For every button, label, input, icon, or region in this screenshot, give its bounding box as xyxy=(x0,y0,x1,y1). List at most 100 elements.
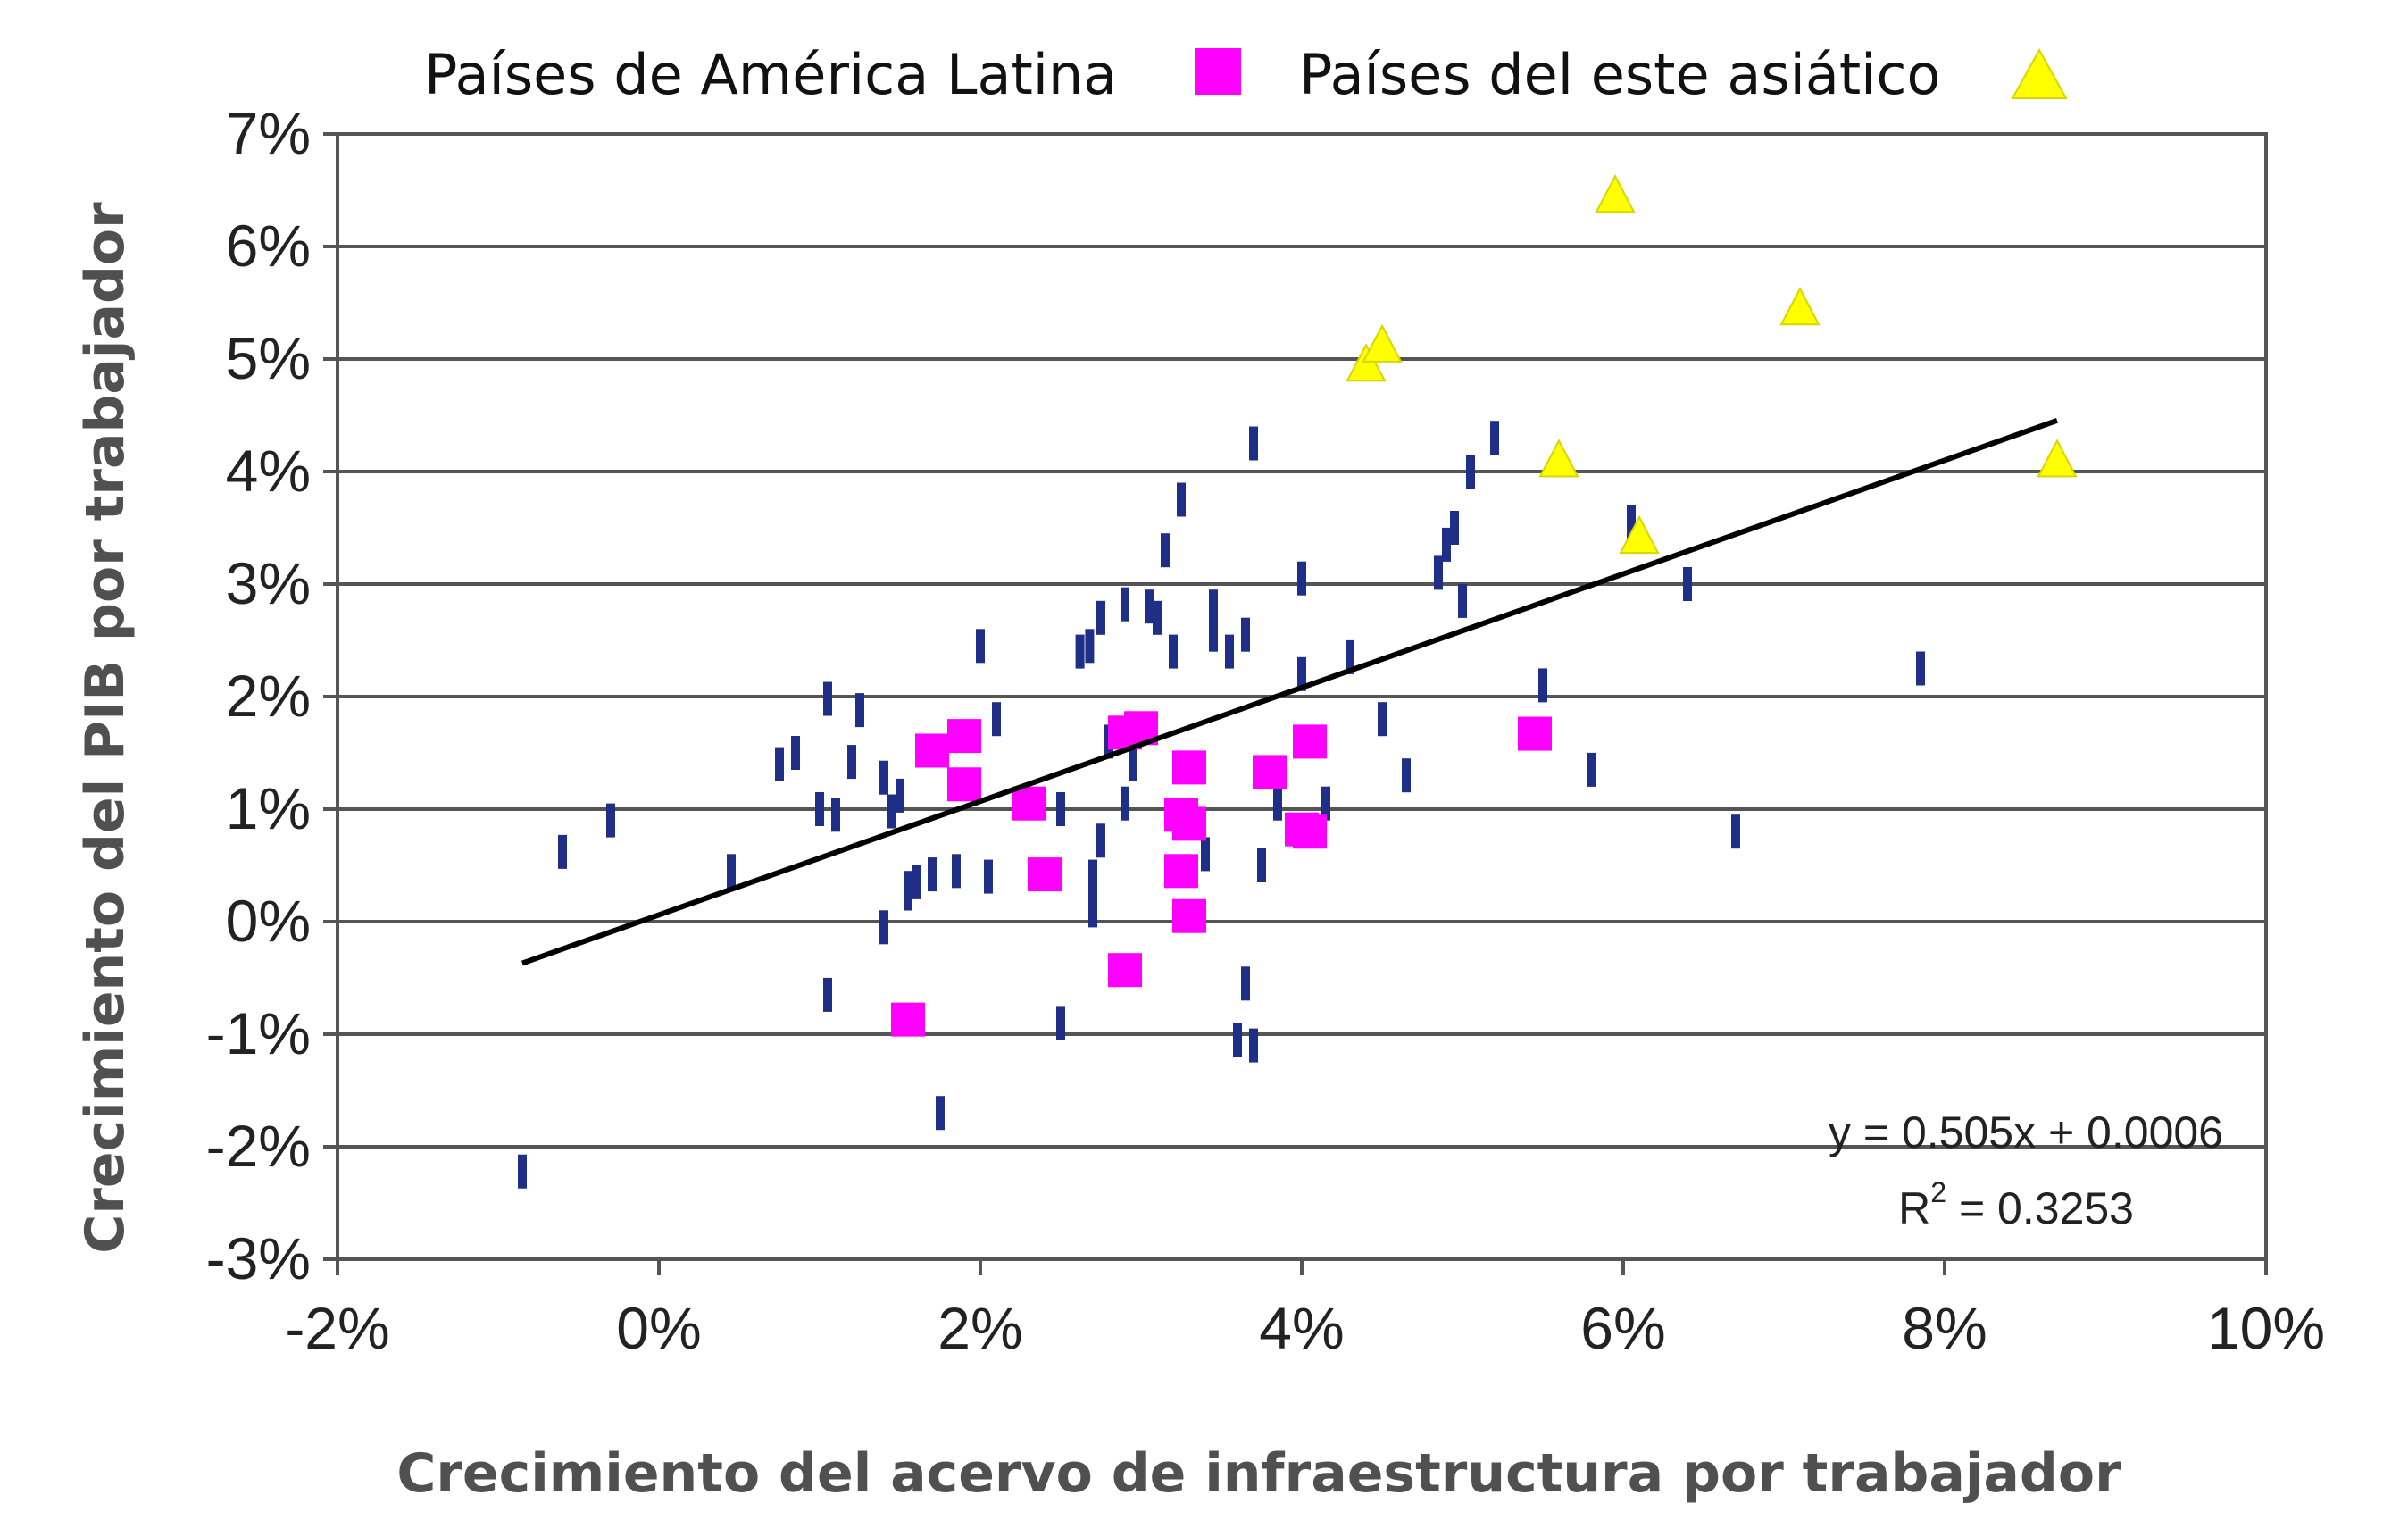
point-other-country xyxy=(1209,617,1218,652)
point-east-asia xyxy=(2037,439,2078,478)
y-tick-label: 2% xyxy=(226,663,311,729)
point-latin-america xyxy=(1012,786,1046,821)
y-tick-label: -3% xyxy=(206,1225,311,1291)
x-axis-title: Crecimiento del acervo de infraestructur… xyxy=(396,1442,2121,1505)
point-other-country xyxy=(1466,455,1475,489)
point-other-country xyxy=(1402,758,1411,793)
x-tick-label: 8% xyxy=(1902,1295,1987,1361)
x-tick-label: 2% xyxy=(937,1295,1022,1361)
point-other-country xyxy=(1056,792,1065,826)
point-east-asia xyxy=(1779,287,1821,326)
point-other-country xyxy=(1538,668,1547,703)
point-other-country xyxy=(912,865,921,899)
point-other-country xyxy=(896,778,904,813)
point-other-country xyxy=(1088,893,1097,928)
point-other-country xyxy=(1450,511,1459,545)
point-other-country xyxy=(518,1154,527,1189)
point-other-country xyxy=(879,910,888,945)
point-other-country xyxy=(879,760,888,795)
point-other-country xyxy=(1321,786,1330,821)
point-latin-america xyxy=(1518,716,1552,751)
y-tick-label: -1% xyxy=(206,1000,311,1066)
y-tick-label: 1% xyxy=(226,775,311,841)
point-other-country xyxy=(1297,656,1306,691)
point-other-country xyxy=(1209,589,1218,624)
point-latin-america xyxy=(891,1002,925,1037)
point-other-country xyxy=(1085,629,1095,664)
point-other-country xyxy=(1145,589,1154,624)
point-other-country xyxy=(823,681,832,716)
point-latin-america xyxy=(1164,854,1198,889)
point-other-country xyxy=(1378,702,1387,737)
point-other-country xyxy=(791,736,800,770)
point-other-country xyxy=(984,859,993,894)
point-other-country xyxy=(1249,426,1258,461)
y-axis-title: Crecimiento del PIB por trabajador xyxy=(74,202,137,1254)
y-tick-label: 6% xyxy=(226,213,311,279)
x-axis-ticks: -2% 0% 2% 4% 6% 8% 10% xyxy=(285,1259,2325,1361)
point-other-country xyxy=(1241,617,1250,652)
x-tick-label: 6% xyxy=(1580,1295,1665,1361)
grid-lines xyxy=(337,132,2266,1261)
point-other-country xyxy=(1297,561,1306,596)
point-east-asia xyxy=(1362,323,1403,363)
point-other-country xyxy=(887,794,896,829)
series-east-asia xyxy=(1346,174,2078,555)
point-latin-america xyxy=(1293,724,1327,759)
point-other-country xyxy=(1075,634,1085,669)
point-latin-america xyxy=(1172,806,1206,841)
x-tick-label: -2% xyxy=(285,1295,389,1361)
point-other-country xyxy=(1121,587,1129,622)
point-latin-america xyxy=(915,733,949,768)
point-latin-america xyxy=(1028,857,1062,892)
point-other-country xyxy=(815,792,824,826)
point-latin-america xyxy=(1172,898,1206,933)
x-tick-label: 4% xyxy=(1259,1295,1344,1361)
legend-label-east-asia: Países del este asiático xyxy=(1299,42,1940,107)
point-other-country xyxy=(1458,583,1467,618)
series-other-countries xyxy=(518,421,1925,1189)
point-other-country xyxy=(1683,567,1692,601)
point-other-country xyxy=(904,876,912,911)
point-other-country xyxy=(1096,823,1105,858)
point-other-country xyxy=(855,693,864,728)
point-other-country xyxy=(1233,1023,1242,1057)
point-other-country xyxy=(1442,527,1451,562)
point-other-country xyxy=(831,798,840,832)
point-other-country xyxy=(1241,966,1250,1001)
point-other-country xyxy=(936,1096,945,1131)
point-other-country xyxy=(606,803,615,838)
point-latin-america xyxy=(947,719,981,754)
x-tick-label: 10% xyxy=(2207,1295,2325,1361)
legend-swatch-east-asia xyxy=(2011,47,2068,99)
point-other-country xyxy=(1346,639,1354,674)
y-tick-label: 3% xyxy=(226,550,311,616)
point-other-country xyxy=(1177,482,1186,517)
point-other-country xyxy=(1627,505,1636,539)
point-other-country xyxy=(775,747,784,781)
point-other-country xyxy=(1056,1006,1065,1040)
point-east-asia xyxy=(1538,439,1579,478)
y-tick-label: 5% xyxy=(226,325,311,391)
x-tick-label: 0% xyxy=(616,1295,701,1361)
point-other-country xyxy=(1916,651,1925,686)
point-other-country xyxy=(727,854,736,889)
point-latin-america xyxy=(1108,953,1142,988)
point-latin-america xyxy=(1293,814,1327,849)
point-other-country xyxy=(847,745,856,780)
point-other-country xyxy=(952,854,961,889)
point-other-country xyxy=(1201,837,1210,872)
legend-swatch-latin-america xyxy=(1195,48,1241,95)
point-other-country xyxy=(1153,600,1162,635)
point-other-country xyxy=(1121,786,1129,821)
point-other-country xyxy=(1129,747,1137,781)
r2-superscript: 2 xyxy=(1930,1176,1946,1208)
point-east-asia xyxy=(1346,343,1387,382)
point-latin-america xyxy=(947,767,981,802)
point-other-country xyxy=(1088,859,1097,894)
legend-label-latin-america: Países de América Latina xyxy=(424,42,1117,107)
point-other-country xyxy=(1249,1028,1258,1063)
point-other-country xyxy=(976,629,985,664)
trendline xyxy=(521,418,2058,966)
